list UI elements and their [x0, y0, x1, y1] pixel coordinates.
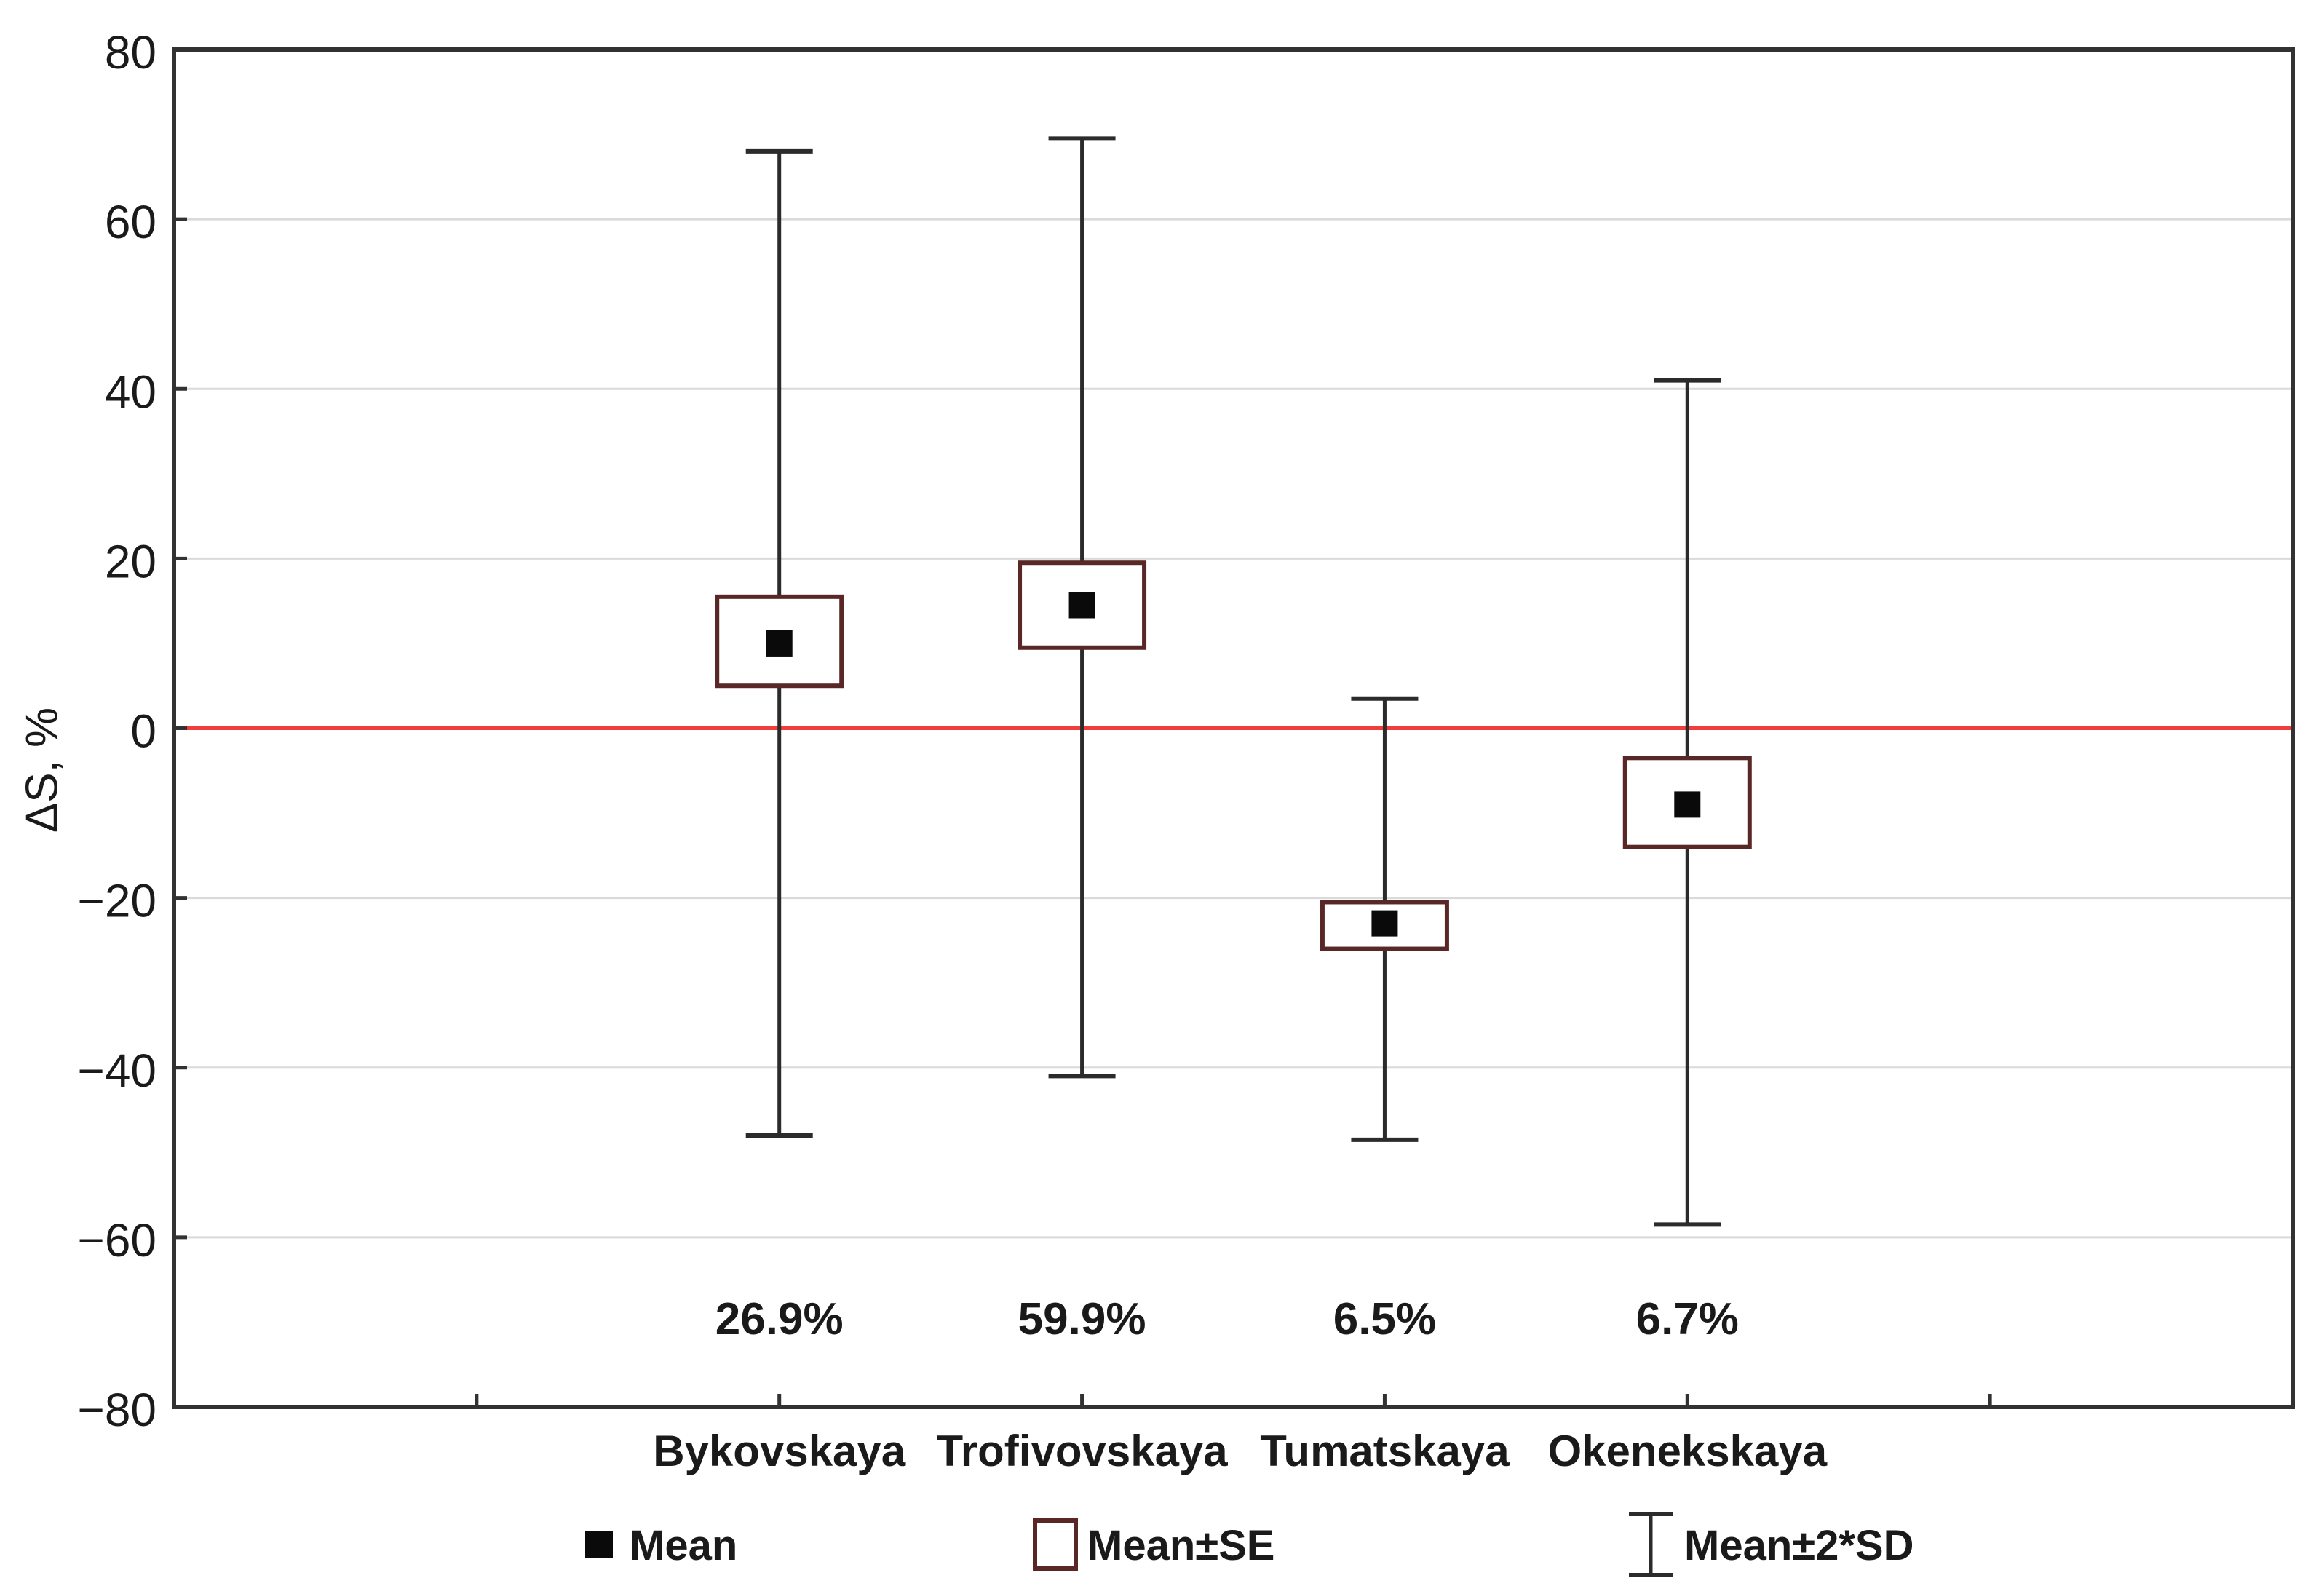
- y-tick-label-0: 0: [130, 705, 156, 758]
- se-box-tumatskaya: [1320, 900, 1449, 951]
- mean-marker-tumatskaya: [1371, 910, 1398, 937]
- se-box-bykovskaya: [715, 594, 844, 689]
- share-label-tumatskaya: 6.5%: [1333, 1294, 1436, 1344]
- se-box-trofivovskaya: [1018, 560, 1147, 650]
- y-axis-title: ΔS, %: [17, 707, 68, 833]
- legend-label-1: Mean±SE: [1087, 1522, 1274, 1569]
- share-label-trofivovskaya: 59.9%: [1018, 1294, 1146, 1344]
- category-label-okenekskaya: Okenekskaya: [1547, 1427, 1827, 1475]
- share-label-okenekskaya: 6.7%: [1636, 1294, 1739, 1344]
- y-tick-label--80: −80: [77, 1384, 156, 1436]
- y-tick-label-60: 60: [105, 196, 156, 248]
- legend-mean-marker: [585, 1531, 613, 1558]
- y-tick-label-40: 40: [105, 365, 156, 418]
- legend-se-box-marker: [1033, 1518, 1078, 1571]
- legend-label-0: Mean: [630, 1522, 737, 1569]
- legend-label-2: Mean±2*SD: [1684, 1522, 1914, 1569]
- mean-marker-trofivovskaya: [1068, 592, 1095, 619]
- mean-marker-bykovskaya: [766, 630, 793, 657]
- y-tick-label-80: 80: [105, 26, 156, 79]
- y-tick-label-20: 20: [105, 535, 156, 587]
- share-label-bykovskaya: 26.9%: [715, 1294, 844, 1344]
- y-tick-label--60: −60: [77, 1214, 156, 1266]
- mean-marker-okenekskaya: [1674, 791, 1701, 818]
- y-tick-label--40: −40: [77, 1044, 156, 1097]
- category-label-bykovskaya: Bykovskaya: [653, 1427, 906, 1475]
- category-label-trofivovskaya: Trofivovskaya: [936, 1427, 1228, 1475]
- y-tick-label--20: −20: [77, 875, 156, 927]
- category-label-tumatskaya: Tumatskaya: [1260, 1427, 1510, 1475]
